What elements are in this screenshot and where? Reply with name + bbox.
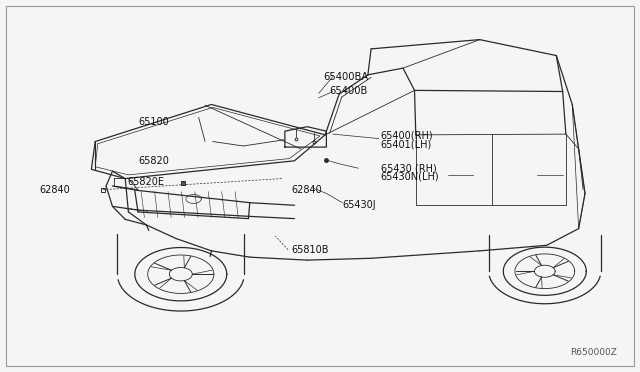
Text: 65400B: 65400B — [330, 87, 368, 96]
Text: 65810B: 65810B — [291, 245, 329, 255]
Text: 65400(RH): 65400(RH) — [381, 131, 433, 141]
Text: 65100: 65100 — [138, 117, 169, 127]
Text: 65430J: 65430J — [342, 200, 376, 210]
Text: 65820E: 65820E — [127, 177, 164, 187]
Text: 62840: 62840 — [39, 185, 70, 195]
Text: 65400BA: 65400BA — [323, 72, 369, 82]
Text: 65430 (RH): 65430 (RH) — [381, 163, 436, 173]
Text: 65820: 65820 — [138, 156, 169, 166]
Text: R650000Z: R650000Z — [570, 348, 617, 357]
Text: 62840: 62840 — [291, 186, 322, 195]
Text: 65401(LH): 65401(LH) — [381, 140, 432, 150]
Text: 65430N(LH): 65430N(LH) — [381, 172, 439, 182]
